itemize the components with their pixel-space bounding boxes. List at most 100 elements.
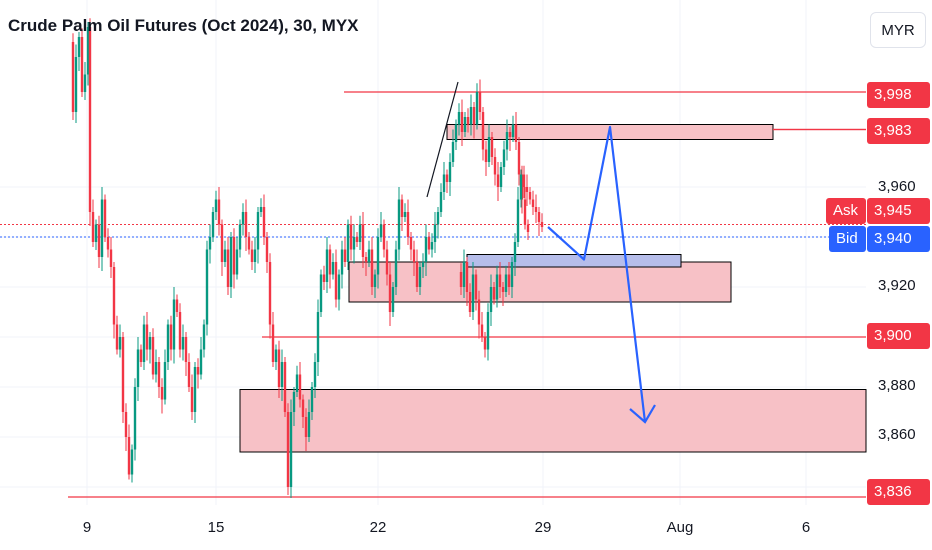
candle-body (280, 362, 284, 387)
candle-body (331, 262, 335, 275)
candle-body (480, 324, 484, 337)
candle-body (229, 237, 233, 287)
candle-body (109, 249, 113, 267)
candle-body (121, 337, 125, 412)
candle-body (136, 349, 140, 387)
candle-body (397, 199, 401, 250)
candle-body (370, 249, 374, 287)
candle-body (373, 274, 377, 287)
candle-body (474, 274, 478, 300)
candle-body (385, 249, 389, 275)
candle-body (139, 349, 143, 362)
candle-body (528, 192, 532, 200)
candle-body (391, 287, 395, 312)
candle-body (115, 324, 119, 350)
candle-body (289, 412, 293, 487)
chart-title: Crude Palm Oil Futures (Oct 2024), 30, M… (8, 16, 359, 35)
y-tick-label: 3,920 (878, 277, 916, 294)
candle-body (211, 212, 215, 237)
candle-body (522, 174, 526, 187)
candle-body (483, 337, 487, 350)
bid-label: Bid (829, 226, 866, 252)
candle-body (511, 124, 515, 137)
candle-body (127, 437, 131, 475)
candle-body (241, 212, 245, 225)
candle-body (376, 237, 380, 275)
candle-body (83, 74, 87, 92)
currency-button[interactable]: MYR (870, 12, 926, 48)
x-tick-label: Aug (666, 519, 694, 536)
candle-body (445, 174, 449, 182)
level-label-3836: 3,836 (867, 479, 930, 505)
x-tick-label: 9 (82, 519, 92, 536)
candle-body (475, 92, 479, 125)
candle-body (534, 207, 538, 212)
candle-body (223, 249, 227, 262)
candle-body (502, 149, 506, 167)
candle-body (412, 249, 416, 262)
x-tick-label: 29 (534, 519, 552, 536)
candle-body (486, 312, 490, 350)
candle-body (537, 212, 541, 222)
candle-body (175, 299, 179, 312)
candle-body (355, 237, 359, 242)
candle-body (495, 274, 499, 300)
candle-body (208, 237, 212, 250)
candle-body (322, 274, 326, 282)
candle-body (187, 362, 191, 387)
candle-body (409, 237, 413, 250)
candle-body (142, 324, 146, 362)
candle-body (403, 212, 407, 217)
candle-body (540, 222, 544, 227)
candle-body (462, 262, 466, 287)
candle-body (418, 267, 422, 287)
candle-body (268, 262, 272, 325)
candle-body (463, 117, 467, 132)
candle-body (517, 142, 521, 175)
candle-body (367, 249, 371, 262)
candle-body (214, 199, 218, 212)
candle-body (100, 199, 104, 257)
candle-body (178, 312, 182, 350)
candle-body (163, 362, 167, 400)
candle-body (226, 249, 230, 287)
candle-body (148, 337, 152, 350)
candle-body (346, 224, 350, 262)
candle-body (77, 37, 81, 57)
candle-body (202, 324, 206, 350)
candle-body (112, 267, 116, 325)
candle-body (250, 249, 254, 262)
y-tick-label: 3,860 (878, 426, 916, 443)
candle-body (307, 412, 311, 437)
candle-body (379, 224, 383, 237)
candle-body (481, 112, 485, 150)
candle-body (325, 249, 329, 282)
candle-body (454, 124, 458, 142)
candle-body (501, 287, 505, 292)
candle-body (472, 107, 476, 125)
candle-body (199, 349, 203, 375)
bid-price: 3,940 (867, 226, 930, 252)
candle-body (465, 262, 469, 292)
candle-body (130, 449, 134, 475)
candle-body (498, 274, 502, 287)
candle-body (247, 237, 251, 250)
candle-body (160, 387, 164, 400)
candle-body (492, 287, 496, 300)
candle-body (256, 212, 260, 250)
ask-label: Ask (826, 198, 866, 224)
candle-body (499, 167, 503, 187)
candle-body (352, 237, 356, 250)
candle-body (91, 212, 95, 242)
candle-body (448, 162, 452, 182)
level-label-3998: 3,998 (867, 82, 930, 108)
candle-body (451, 142, 455, 162)
candle-body (277, 349, 281, 387)
candle-body (469, 107, 473, 125)
candle-body (298, 374, 302, 400)
x-tick-label: 6 (801, 519, 811, 536)
candle-body (433, 224, 437, 242)
candle-body (118, 337, 122, 350)
candle-body (265, 237, 269, 262)
